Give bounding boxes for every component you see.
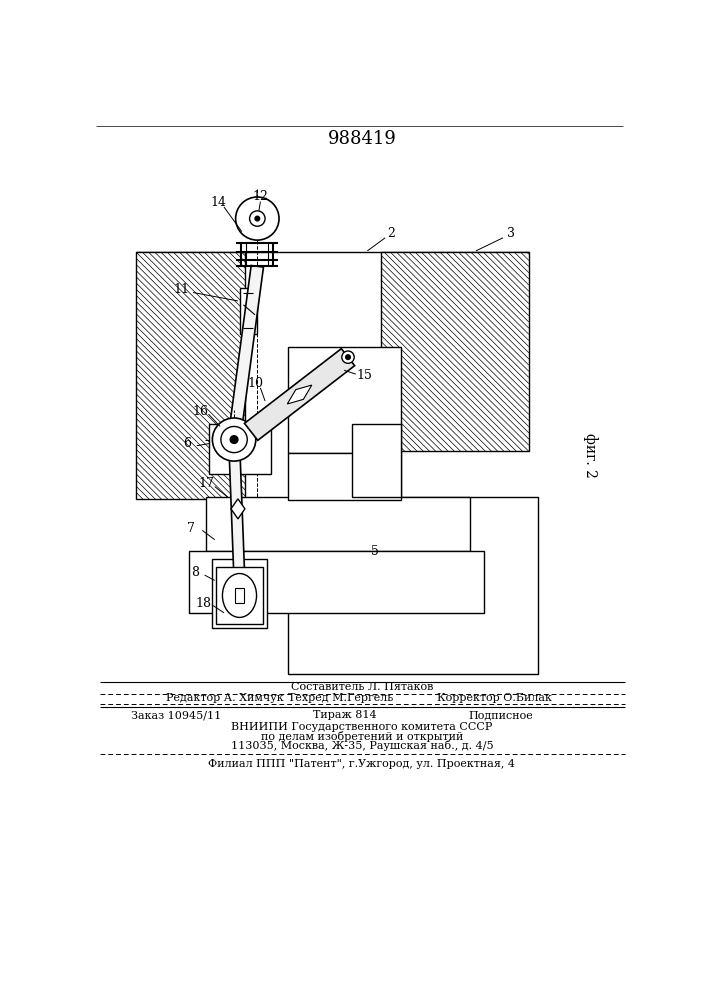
Text: 3: 3 [507, 227, 515, 240]
Text: 16: 16 [193, 405, 209, 418]
Text: 6: 6 [184, 437, 192, 450]
Circle shape [346, 355, 351, 359]
Bar [206, 497, 469, 551]
Bar [381, 252, 529, 451]
Text: 12: 12 [252, 190, 269, 204]
Circle shape [235, 197, 279, 240]
Text: 5: 5 [371, 545, 379, 558]
Circle shape [341, 351, 354, 363]
Bar [288, 453, 401, 500]
Text: Корректор О.Билак: Корректор О.Билак [437, 693, 552, 703]
Text: Филиал ППП "Патент", г.Ужгород, ул. Проектная, 4: Филиал ППП "Патент", г.Ужгород, ул. Прое… [209, 759, 515, 769]
Text: 8: 8 [192, 566, 199, 579]
Text: 7: 7 [187, 522, 194, 535]
Circle shape [212, 418, 256, 461]
Ellipse shape [223, 574, 257, 617]
Text: 17: 17 [198, 477, 214, 490]
Bar [288, 497, 538, 674]
Text: Техред М.Гергель: Техред М.Гергель [288, 693, 394, 703]
Text: 10: 10 [247, 377, 263, 390]
Bar [212, 559, 267, 628]
Circle shape [230, 436, 238, 443]
Polygon shape [245, 349, 355, 440]
Bar [352, 424, 401, 497]
Text: Заказ 10945/11: Заказ 10945/11 [131, 710, 221, 720]
Text: 113035, Москва, Ж-35, Раушская наб., д. 4/5: 113035, Москва, Ж-35, Раушская наб., д. … [230, 740, 493, 751]
Text: 988419: 988419 [327, 130, 397, 148]
Text: 15: 15 [356, 369, 372, 382]
Text: фиг. 2: фиг. 2 [583, 433, 598, 477]
Circle shape [250, 211, 265, 226]
Text: ВНИИПИ Государственного комитета СССР: ВНИИПИ Государственного комитета СССР [231, 722, 493, 732]
Text: Подписное: Подписное [468, 710, 533, 720]
Polygon shape [231, 499, 245, 519]
Polygon shape [228, 265, 264, 440]
Text: Составитель Л. Пятаков: Составитель Л. Пятаков [291, 682, 433, 692]
Bar [209, 424, 271, 474]
Polygon shape [287, 385, 312, 404]
Bar [216, 567, 263, 624]
Text: по делам изобретений и открытий: по делам изобретений и открытий [261, 730, 463, 742]
Text: Редактор А. Химчук: Редактор А. Химчук [166, 693, 284, 703]
Text: 14: 14 [211, 196, 226, 209]
Text: 2: 2 [387, 227, 395, 240]
Text: Тираж 814: Тираж 814 [313, 710, 377, 720]
Circle shape [221, 426, 247, 453]
Text: 11: 11 [173, 283, 189, 296]
Text: 18: 18 [195, 597, 211, 610]
Bar [189, 551, 484, 613]
Bar [288, 347, 401, 453]
Circle shape [255, 216, 259, 221]
Bar [235, 588, 244, 603]
Polygon shape [228, 439, 245, 582]
Bar [136, 252, 245, 499]
Bar [240, 288, 257, 334]
